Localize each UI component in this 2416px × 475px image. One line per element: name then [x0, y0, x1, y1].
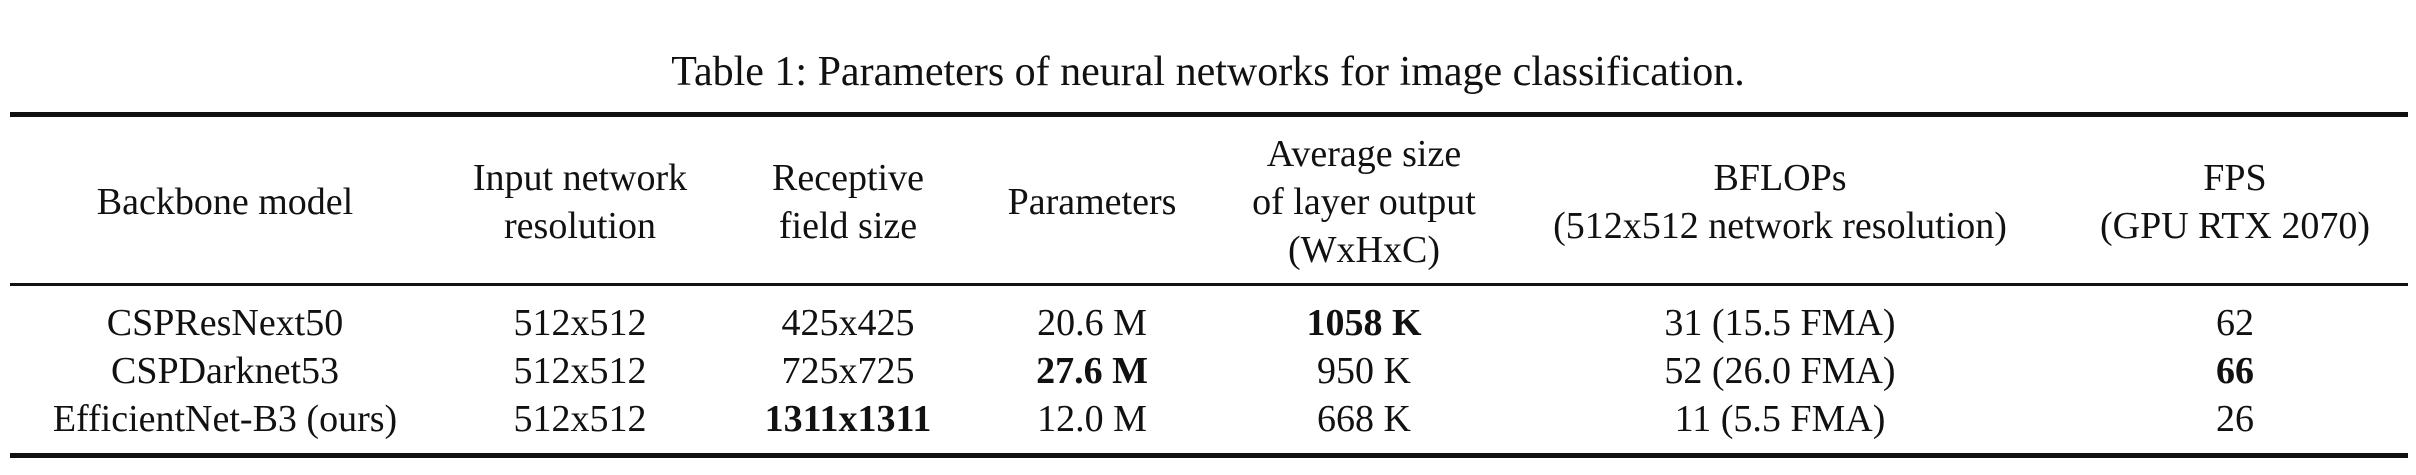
column-header-line: Parameters	[1007, 181, 1177, 223]
table-cell: 66	[2216, 350, 2254, 392]
table-cell: 11 (5.5 FMA)	[1674, 398, 1886, 440]
column-header: Parameters	[1008, 127, 1177, 277]
table-row-label: CSPResNext50	[106, 302, 344, 344]
column-header: Backbone model	[97, 127, 353, 277]
table-top-rule	[10, 112, 2408, 117]
column-header-line: (512x512 network resolution)	[1553, 205, 2007, 247]
column-header: BFLOPs (512x512 network resolution)	[1553, 127, 2007, 277]
table-cell: 950 K	[1317, 350, 1411, 392]
table-cell: 512x512	[513, 350, 647, 392]
table-cell: 52 (26.0 FMA)	[1664, 350, 1896, 392]
column-header-line: FPS	[2203, 157, 2267, 199]
column-header-line: Receptive	[772, 157, 924, 199]
column-header: Average size of layer output (WxHxC)	[1252, 127, 1476, 277]
table-cell: 1058 K	[1306, 302, 1422, 344]
table-cell: 425x425	[781, 302, 915, 344]
column-header-line: Backbone model	[96, 181, 354, 223]
column-header: FPS (GPU RTX 2070)	[2100, 127, 2370, 277]
table-cell: 668 K	[1317, 398, 1411, 440]
column-header-line: (WxHxC)	[1288, 229, 1440, 271]
column-header: Receptive field size	[772, 127, 924, 277]
table-cell: 20.6 M	[1037, 302, 1147, 344]
table-row-label: EfficientNet-B3 (ours)	[52, 398, 398, 440]
table-header-rule	[10, 283, 2408, 286]
table-cell: 12.0 M	[1037, 398, 1147, 440]
table-cell: 62	[2216, 302, 2254, 344]
column-header-line: of layer output	[1252, 181, 1476, 223]
table-cell: 1311x1311	[764, 398, 932, 440]
table-cell: 27.6 M	[1036, 350, 1148, 392]
column-header-line: Input network	[472, 157, 688, 199]
table-row-label: CSPDarknet53	[111, 350, 339, 392]
column-header: Input network resolution	[473, 127, 687, 277]
table-cell: 31 (15.5 FMA)	[1664, 302, 1896, 344]
column-header-line: BFLOPs	[1713, 157, 1847, 199]
column-header-line: Average size	[1266, 133, 1462, 175]
table-caption: Table 1: Parameters of neural networks f…	[671, 49, 1745, 95]
table-bottom-rule	[10, 453, 2408, 458]
table-cell: 26	[2216, 398, 2254, 440]
column-header-line: (GPU RTX 2070)	[2099, 205, 2371, 247]
column-header-line: resolution	[504, 205, 656, 247]
table-cell: 725x725	[781, 350, 915, 392]
table-cell: 512x512	[513, 302, 647, 344]
table-cell: 512x512	[513, 398, 647, 440]
column-header-line: field size	[778, 205, 918, 247]
